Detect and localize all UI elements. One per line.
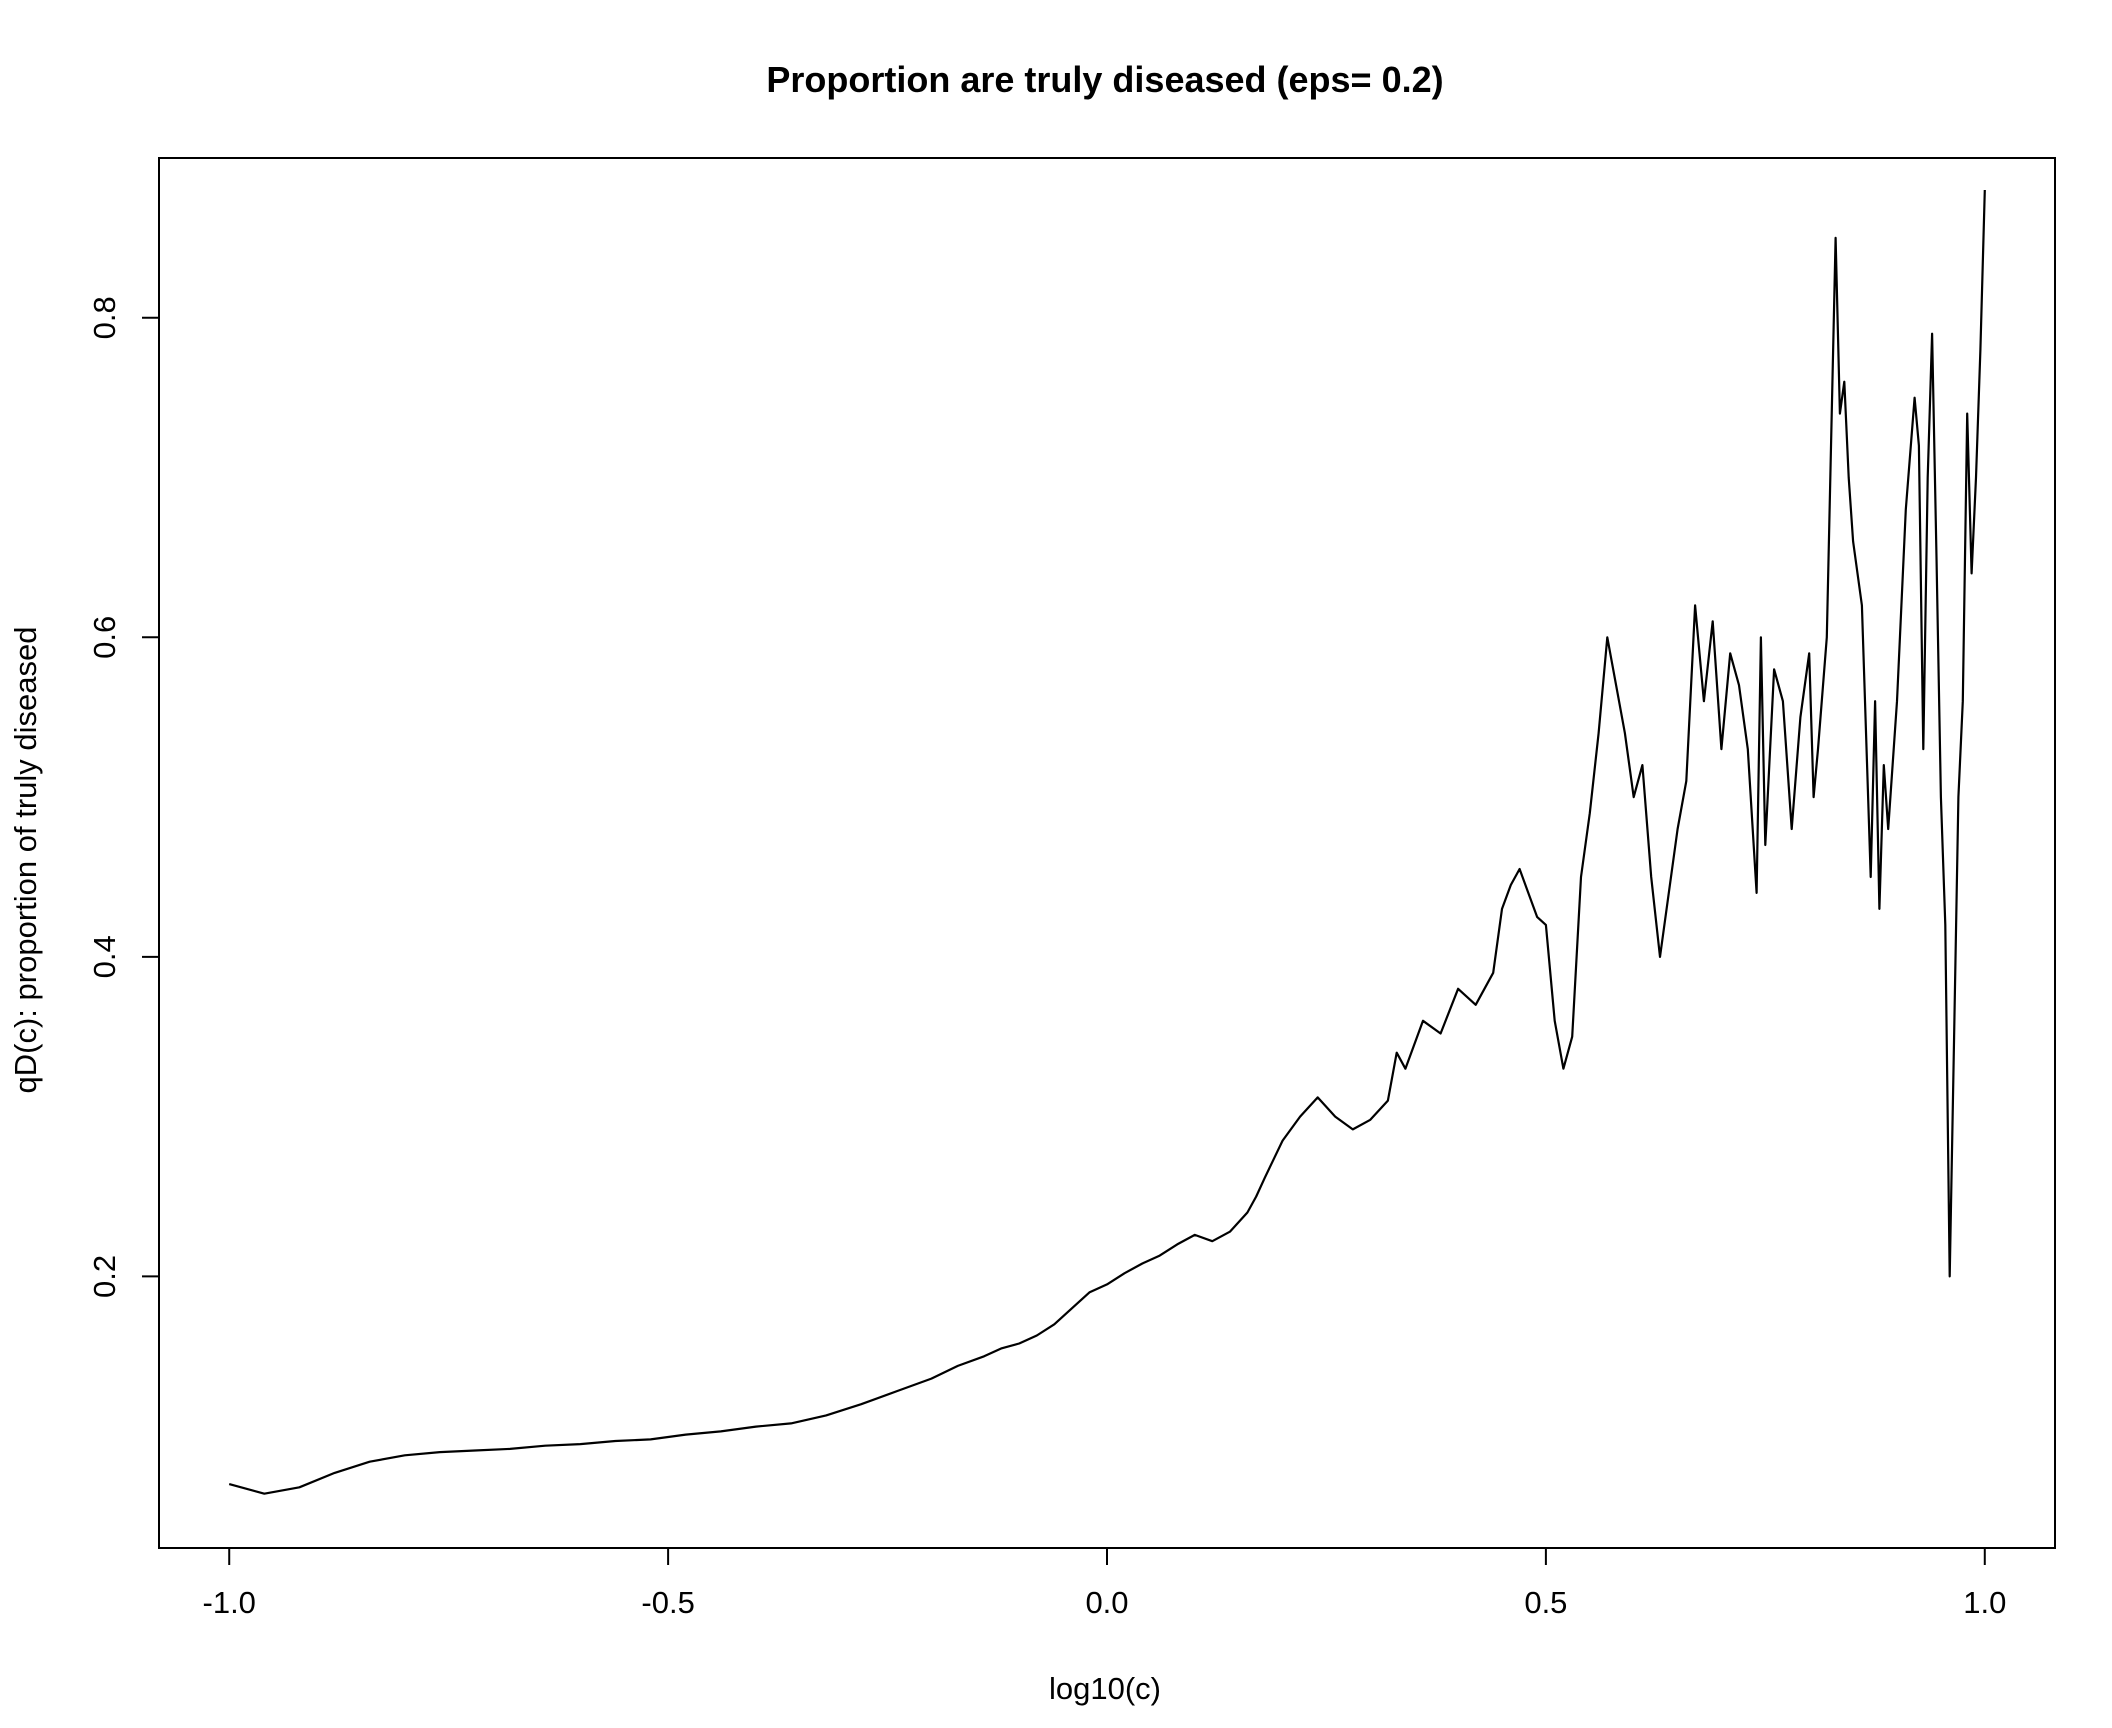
chart-title: Proportion are truly diseased (eps= 0.2)	[766, 59, 1443, 100]
y-tick-label: 0.4	[87, 935, 122, 978]
x-tick-label: 1.0	[1963, 1585, 2006, 1620]
x-axis: -1.0 -0.5 0.0 0.5 1.0	[203, 1547, 2006, 1620]
x-tick-label: -0.5	[641, 1585, 694, 1620]
series-line	[228, 189, 1986, 1495]
plot-frame	[158, 157, 2056, 1549]
y-tick-label: 0.8	[87, 296, 122, 339]
y-axis: 0.2 0.4 0.6 0.8	[87, 296, 160, 1298]
y-tick-label: 0.2	[87, 1255, 122, 1298]
x-tick-label: -1.0	[203, 1585, 256, 1620]
x-tick-label: 0.0	[1085, 1585, 1128, 1620]
x-axis-label: log10(c)	[1049, 1671, 1161, 1706]
y-tick-label: 0.6	[87, 616, 122, 659]
y-axis-label: qD(c): proportion of truly diseased	[8, 627, 43, 1094]
x-tick-label: 0.5	[1524, 1585, 1567, 1620]
